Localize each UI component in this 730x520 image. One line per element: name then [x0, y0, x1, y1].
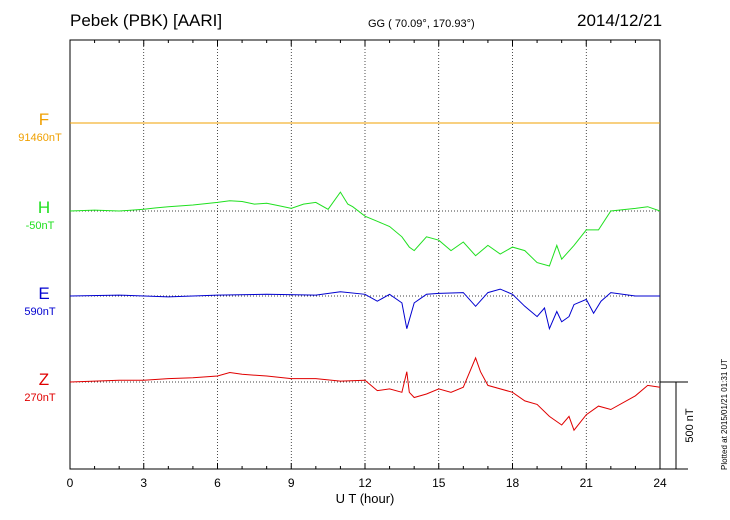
x-tick-label: 9	[288, 476, 295, 490]
x-tick-label: 12	[358, 476, 372, 490]
baseline-value-z: 270nT	[24, 392, 55, 404]
component-label-h: H	[38, 198, 50, 217]
x-tick-label: 0	[67, 476, 74, 490]
date-label: 2014/12/21	[577, 11, 663, 30]
x-axis-label: U T (hour)	[336, 491, 395, 506]
plotted-timestamp: Plotted at 2015/01/21 01:31 UT	[720, 358, 729, 470]
x-tick-label: 3	[140, 476, 147, 490]
component-label-z: Z	[39, 370, 49, 389]
x-tick-label: 15	[432, 476, 446, 490]
station-title: Pebek (PBK) [AARI]	[70, 11, 223, 30]
component-label-e: E	[38, 284, 49, 303]
x-tick-label: 21	[580, 476, 594, 490]
x-tick-label: 18	[506, 476, 520, 490]
geo-coordinates: GG ( 70.09°, 170.93°)	[368, 18, 475, 30]
scale-bar-label: 500 nT	[684, 408, 696, 443]
baseline-value-h: -50nT	[26, 220, 55, 232]
component-label-f: F	[39, 110, 49, 129]
baseline-value-f: 91460nT	[18, 132, 62, 144]
baseline-value-e: 590nT	[24, 306, 55, 318]
plot-frame	[69, 39, 661, 470]
x-tick-label: 24	[653, 476, 667, 490]
series-line-h	[69, 191, 661, 267]
series-line-z	[69, 356, 661, 432]
x-tick-label: 6	[214, 476, 221, 490]
series-line-e	[69, 288, 660, 331]
